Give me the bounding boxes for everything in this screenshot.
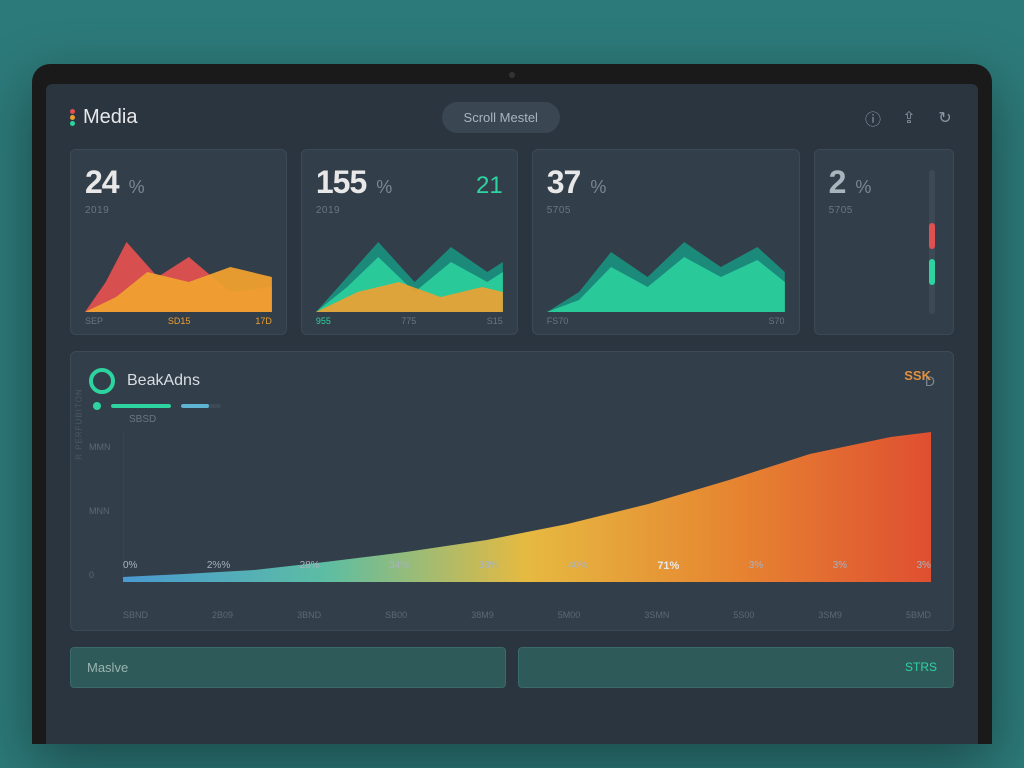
panel-title: BeakAdns: [127, 372, 200, 390]
refresh-icon[interactable]: ↻: [936, 109, 954, 127]
metric-card-2[interactable]: 155 % 21 2019 955 775 S15: [301, 149, 518, 335]
card3-labels: FS70 S70: [547, 316, 785, 326]
card1-labels: SEP SD15 17D: [85, 316, 272, 326]
card2-suffix: %: [376, 177, 392, 198]
card2-value: 155: [316, 164, 366, 201]
ring-icon: [89, 368, 115, 394]
y-axis-title: R PERFUBITON: [75, 388, 84, 459]
card2-extra: 21: [476, 172, 503, 200]
legend-dot: [93, 402, 101, 410]
logo-icon: [70, 109, 75, 126]
card3-chart: [547, 222, 785, 312]
card1-chart: [85, 222, 272, 312]
main-chart-panel: BeakAdns D SSK SBSD R PERFUBITON MMN MNN…: [70, 351, 954, 631]
card2-sub: 2019: [316, 205, 503, 216]
info-icon[interactable]: ⓘ: [864, 109, 882, 127]
dashboard-screen: Media Scroll Mestel ⓘ ⇪ ↻ 24 % 2019: [46, 84, 978, 744]
card1-suffix: %: [129, 177, 145, 198]
panel-sub-label: SBSD: [129, 414, 935, 425]
y-axis: MMN MNN 0: [89, 442, 111, 580]
metric-card-1[interactable]: 24 % 2019 SEP SD15 17D: [70, 149, 287, 335]
card2-chart: [316, 222, 503, 312]
tab-1[interactable]: Maslve: [70, 647, 506, 688]
chart-data-labels: 0% 2%% 28% 34% 38% 40% 71% 3% 3% 3%: [123, 560, 931, 572]
card3-value: 37: [547, 164, 581, 201]
camera-dot: [509, 72, 515, 78]
metric-cards-row: 24 % 2019 SEP SD15 17D 15: [70, 149, 954, 335]
tab2-right: STRS: [905, 660, 937, 675]
card4-bar-seg2: [929, 259, 935, 285]
metric-card-4[interactable]: 2 % 5705: [814, 149, 954, 335]
card1-value: 24: [85, 164, 119, 201]
brand-name: Media: [83, 106, 137, 129]
panel-legend: [93, 402, 935, 410]
header-bar: Media Scroll Mestel ⓘ ⇪ ↻: [70, 102, 954, 133]
card4-bar: [929, 170, 935, 314]
share-icon[interactable]: ⇪: [900, 109, 918, 127]
legend-bar-2: [181, 404, 221, 408]
card4-suffix: %: [855, 177, 871, 198]
card4-value: 2: [829, 164, 846, 201]
card3-sub: 5705: [547, 205, 785, 216]
tab1-label: Maslve: [87, 660, 128, 675]
bottom-tabs: Maslve STRS: [70, 647, 954, 688]
panel-badge: SSK: [904, 368, 931, 383]
card1-sub: 2019: [85, 205, 272, 216]
card4-bar-seg1: [929, 223, 935, 249]
period-dropdown[interactable]: Scroll Mestel: [442, 102, 560, 133]
x-axis: SBND 2B09 3BND SB00 38M9 5M00 3SMN 5S00 …: [123, 610, 931, 620]
dropdown-label: Scroll Mestel: [464, 110, 538, 125]
header-actions: ⓘ ⇪ ↻: [864, 109, 954, 127]
metric-card-3[interactable]: 37 % 5705 FS70 S70: [532, 149, 800, 335]
tab-2[interactable]: STRS: [518, 647, 954, 688]
card3-suffix: %: [590, 177, 606, 198]
panel-header: BeakAdns D: [89, 368, 935, 394]
laptop-frame: Media Scroll Mestel ⓘ ⇪ ↻ 24 % 2019: [32, 64, 992, 744]
brand[interactable]: Media: [70, 106, 137, 129]
card2-labels: 955 775 S15: [316, 316, 503, 326]
card4-sub: 5705: [829, 205, 939, 216]
legend-bar-1: [111, 404, 171, 408]
